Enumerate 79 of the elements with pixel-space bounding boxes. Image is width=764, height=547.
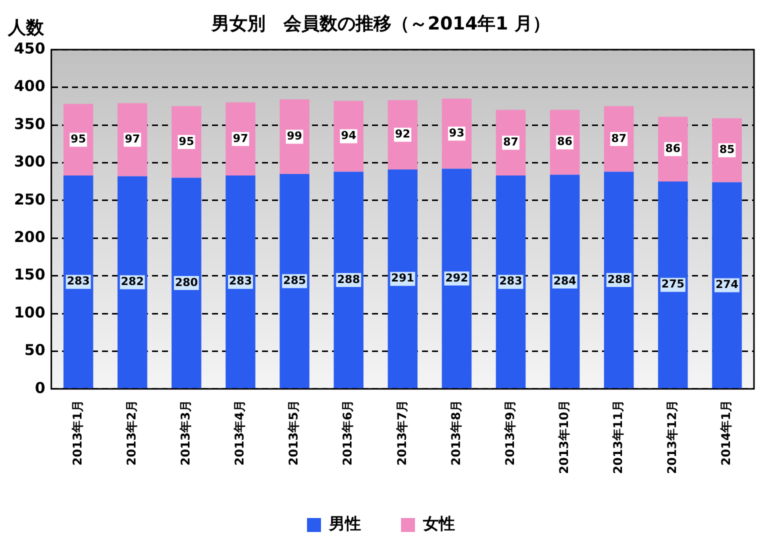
- data-label: 284: [553, 274, 577, 288]
- y-tick-label: 300: [14, 152, 46, 171]
- bar: [550, 174, 580, 388]
- y-tick-label: 400: [14, 77, 46, 96]
- bar: [658, 116, 688, 182]
- bar: [496, 110, 526, 176]
- x-tick-label: 2013年10月: [556, 400, 571, 474]
- x-tick-label: 2013年1月: [70, 400, 84, 466]
- data-label: 283: [229, 274, 252, 288]
- bar: [118, 103, 148, 176]
- x-tick-label: 2013年7月: [394, 400, 409, 466]
- bar: [388, 100, 418, 170]
- y-tick-label: 100: [14, 303, 46, 322]
- bar: [442, 98, 472, 169]
- data-label: 86: [557, 135, 573, 148]
- bar: [334, 100, 364, 172]
- bar: [604, 106, 634, 172]
- data-label: 87: [611, 132, 627, 145]
- data-label: 283: [499, 274, 522, 288]
- data-label: 280: [174, 276, 198, 289]
- y-tick-label: 350: [14, 114, 46, 133]
- bar: [334, 172, 364, 388]
- data-label: 95: [70, 132, 86, 146]
- y-tick-label: 450: [14, 39, 46, 58]
- data-label: 92: [395, 128, 410, 141]
- bar: [712, 182, 742, 388]
- y-tick-label: 50: [24, 341, 46, 360]
- bar: [658, 182, 688, 388]
- data-label: 285: [283, 274, 306, 287]
- data-label: 87: [503, 136, 518, 149]
- x-tick-label: 2013年5月: [286, 400, 301, 466]
- y-tick-label: 0: [34, 378, 46, 397]
- bar: [388, 169, 418, 388]
- x-tick-label: 2013年8月: [448, 400, 463, 466]
- bar: [442, 168, 472, 388]
- bar: [63, 176, 94, 388]
- x-tick-label: 2013年11月: [610, 400, 625, 474]
- bar: [226, 176, 256, 388]
- legend-label: 男性: [328, 514, 361, 534]
- data-label: 99: [286, 130, 302, 143]
- y-tick-label: 150: [14, 266, 46, 284]
- y-axis-title: 人数: [7, 18, 45, 39]
- data-label: 282: [120, 275, 144, 288]
- bar: [280, 99, 310, 174]
- x-tick-label: 2013年2月: [124, 400, 139, 466]
- data-label: 95: [178, 134, 194, 148]
- data-label: 86: [665, 142, 681, 155]
- data-label: 292: [445, 271, 468, 284]
- y-tick-label: 250: [14, 190, 46, 208]
- bar: [712, 118, 742, 182]
- bar: [496, 176, 526, 388]
- x-tick-label: 2013年3月: [178, 400, 193, 466]
- bar: [226, 102, 256, 176]
- data-label: 291: [391, 272, 414, 285]
- x-tick-label: 2013年4月: [232, 400, 247, 466]
- bar: [172, 106, 202, 178]
- bar: [63, 104, 94, 176]
- bar: [118, 176, 148, 388]
- x-tick-label: 2014年1月: [719, 400, 734, 466]
- y-tick-label: 200: [14, 228, 46, 246]
- data-label: 288: [337, 272, 360, 286]
- data-label: 94: [340, 129, 357, 142]
- x-tick-label: 2013年6月: [340, 400, 355, 466]
- data-label: 274: [715, 278, 739, 292]
- data-label: 93: [449, 126, 464, 140]
- data-label: 97: [124, 132, 140, 146]
- data-label: 288: [607, 272, 630, 286]
- bar: [550, 110, 580, 175]
- x-tick-label: 2013年9月: [502, 400, 517, 466]
- x-tick-label: 2013年12月: [665, 400, 680, 474]
- data-label: 97: [232, 132, 248, 145]
- bar: [172, 178, 202, 388]
- data-label: 275: [661, 278, 684, 291]
- bar: [280, 174, 310, 388]
- data-label: 283: [66, 274, 90, 288]
- chart-title: 男女別 会員数の推移（～2014年1 月）: [210, 13, 550, 34]
- data-label: 85: [719, 143, 735, 156]
- legend-label: 女性: [422, 514, 455, 534]
- bar: [604, 172, 634, 388]
